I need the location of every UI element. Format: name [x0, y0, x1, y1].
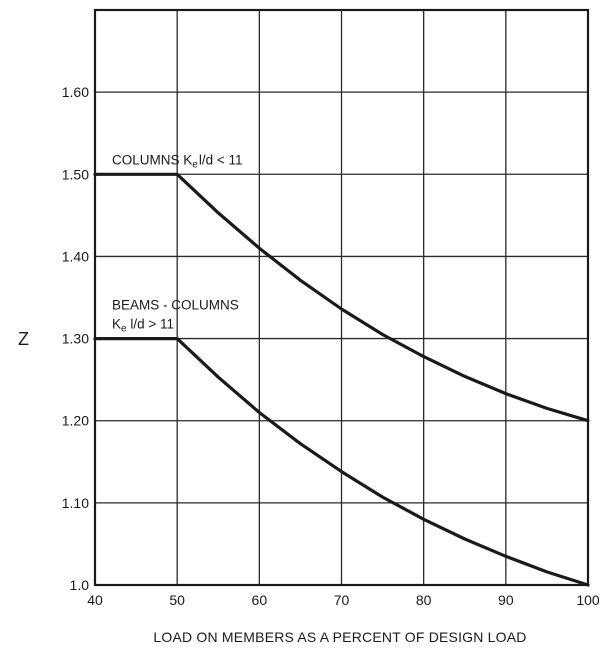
- x-tick-label: 90: [498, 592, 514, 608]
- y-axis-label: Z: [18, 329, 29, 349]
- plot-frame: [93, 8, 590, 587]
- y-tick-label: 1.10: [62, 495, 89, 511]
- y-tick-label: 1.20: [62, 413, 89, 429]
- columns-line: [93, 172, 590, 423]
- x-tick-label: 60: [252, 592, 268, 608]
- x-tick-labels: 40 50 60 70 80 90 100: [87, 592, 600, 608]
- beams-label-tail: l/d > 11: [127, 317, 174, 332]
- columns-label-tail: l/d < 11: [199, 152, 243, 167]
- beams-columns-series-label-line1: BEAMS - COLUMNS: [112, 298, 239, 313]
- beams_columns-line: [93, 337, 590, 587]
- columns-series-label: COLUMNS Kel/d < 11: [112, 152, 243, 170]
- y-tick-label: 1.50: [62, 166, 89, 182]
- beams-label-main: K: [112, 317, 121, 332]
- beams-columns-series-label-line2: Ke l/d > 11: [112, 317, 174, 335]
- y-tick-labels: 1.0 1.10 1.20 1.30 1.40 1.50 1.60: [62, 84, 89, 593]
- x-axis-label: LOAD ON MEMBERS AS A PERCENT OF DESIGN L…: [153, 629, 526, 645]
- y-tick-label: 1.0: [70, 577, 90, 593]
- columns-label-main: COLUMNS K: [112, 152, 192, 167]
- beams-label-sub: e: [121, 324, 127, 335]
- y-tick-label: 1.30: [62, 331, 89, 347]
- grid: [95, 10, 588, 585]
- x-tick-label: 100: [576, 592, 600, 608]
- columns-label-sub: e: [192, 159, 198, 170]
- x-tick-label: 70: [334, 592, 350, 608]
- curves: [93, 172, 590, 587]
- x-tick-label: 40: [87, 592, 103, 608]
- y-tick-label: 1.40: [62, 248, 89, 264]
- x-tick-label: 50: [169, 592, 185, 608]
- y-tick-label: 1.60: [62, 84, 89, 100]
- x-tick-label: 80: [416, 592, 432, 608]
